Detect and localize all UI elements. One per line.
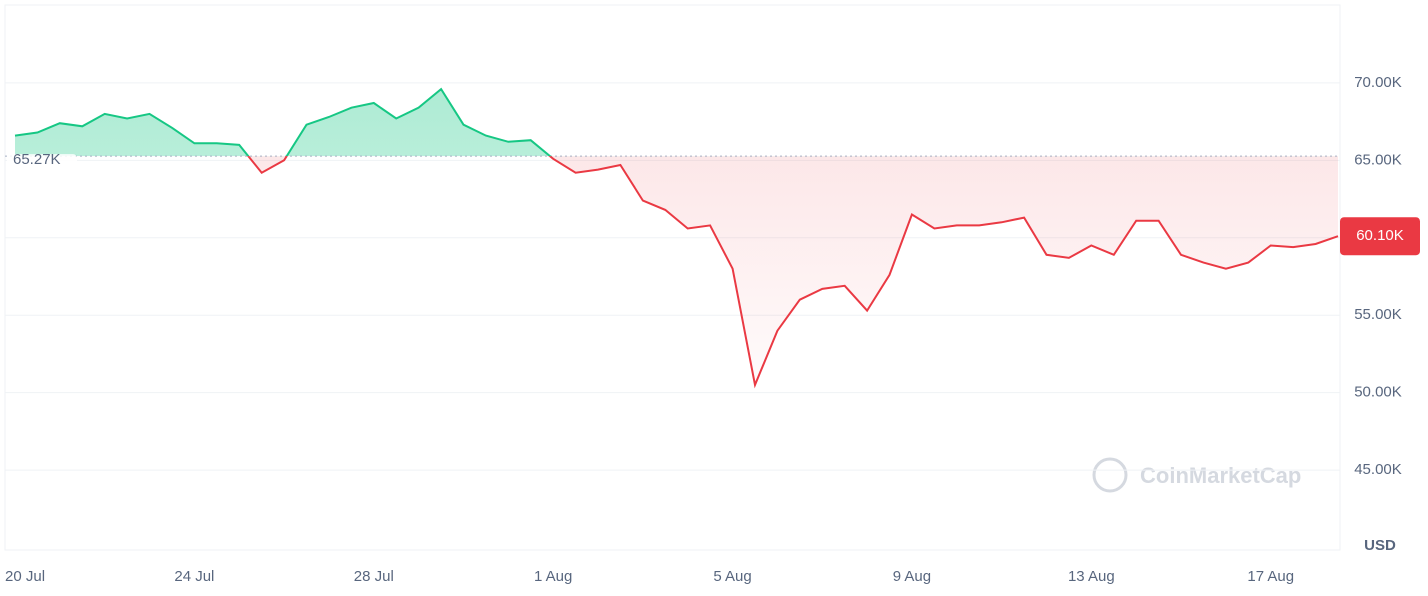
price-line-down — [247, 156, 1339, 389]
price-line-up — [14, 87, 552, 157]
x-tick-label: 1 Aug — [534, 568, 572, 585]
watermark-text: CoinMarketCap — [1140, 463, 1301, 488]
x-tick-label: 28 Jul — [354, 568, 394, 585]
area-up — [15, 89, 551, 157]
x-tick-label: 13 Aug — [1068, 568, 1115, 585]
plot-frame — [4, 4, 1341, 551]
baseline-label-box — [7, 154, 77, 177]
baseline-label: 65.27K — [13, 151, 61, 168]
y-tick-label: 65.00K — [1354, 151, 1402, 168]
watermark: CoinMarketCap — [1092, 457, 1301, 493]
x-tick-label: 20 Jul — [5, 568, 45, 585]
y-tick-label: 45.00K — [1354, 461, 1402, 478]
area-down — [15, 156, 1338, 385]
y-tick-label: 55.00K — [1354, 306, 1402, 323]
y-tick-label: 50.00K — [1354, 384, 1402, 401]
x-tick-label: 24 Jul — [174, 568, 214, 585]
x-tick-label: 5 Aug — [713, 568, 751, 585]
x-tick-label: 9 Aug — [893, 568, 931, 585]
unit-label: USD — [1364, 537, 1396, 554]
last-price-box — [1340, 217, 1420, 256]
x-tick-label: 17 Aug — [1247, 568, 1294, 585]
y-tick-label: 70.00K — [1354, 74, 1402, 91]
last-price-label: 60.10K — [1356, 227, 1404, 244]
